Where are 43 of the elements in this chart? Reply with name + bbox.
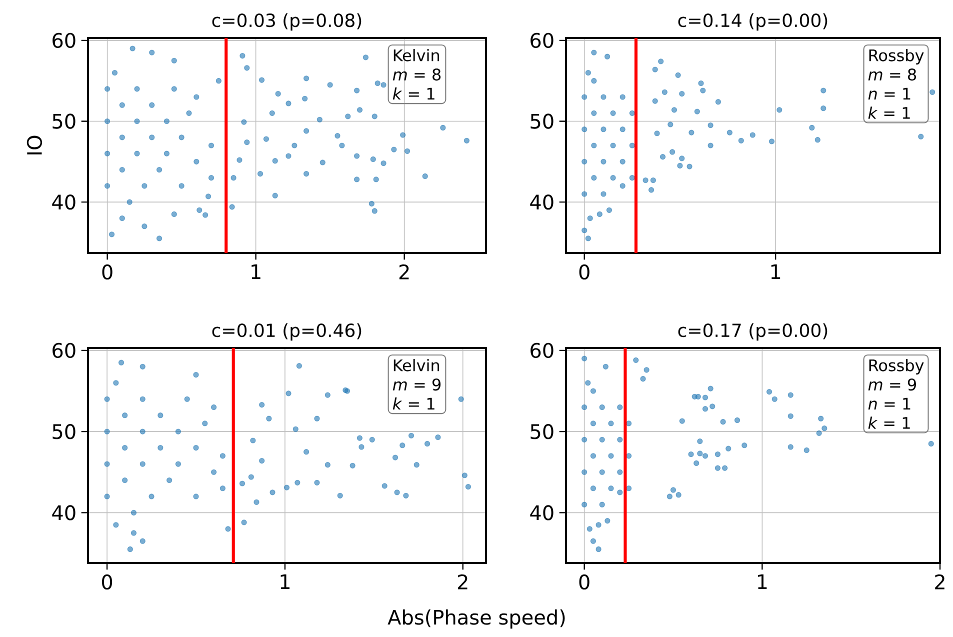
- chart-title: c=0.17 (p=0.00): [678, 323, 828, 341]
- annotation: Kelvin: [394, 48, 440, 62]
- annotation: m = 8: [868, 68, 916, 81]
- chart-title: c=0.01 (p=0.46): [212, 323, 362, 341]
- x-tick-label: 1: [758, 574, 767, 589]
- annotation: m = 8: [392, 68, 441, 81]
- x-tick-label: 0: [579, 264, 590, 280]
- y-tick-label: 50: [530, 114, 554, 129]
- y-axis-title: IO: [26, 136, 42, 154]
- y-tick-label: 60: [530, 32, 554, 48]
- y-tick-label: 40: [530, 505, 554, 520]
- x-tick-label: 1: [771, 264, 780, 279]
- annotation: k = 1: [392, 87, 434, 100]
- annotation: k = 1: [868, 416, 910, 429]
- y-tick-label: 50: [530, 424, 554, 440]
- x-tick-label: 0: [102, 574, 112, 590]
- chart-title: c=0.03 (p=0.08): [212, 13, 362, 31]
- annotation: k = 1: [392, 397, 434, 410]
- annotation: k = 1: [868, 106, 910, 119]
- annotation: n = 1: [868, 88, 910, 100]
- x-tick-label: 2: [399, 264, 409, 280]
- annotation: Kelvin: [394, 358, 440, 372]
- y-tick-label: 40: [52, 505, 76, 520]
- chart-title: c=0.14 (p=0.00): [678, 13, 828, 31]
- x-tick-label: 2: [935, 574, 944, 590]
- y-tick-label: 50: [52, 424, 76, 440]
- annotation: Rossby: [869, 48, 924, 64]
- annotation: n = 1: [868, 398, 910, 410]
- y-tick-label: 60: [530, 342, 554, 358]
- y-tick-label: 40: [530, 194, 554, 210]
- x-tick-label: 0: [579, 574, 590, 590]
- x-tick-label: 1: [252, 264, 260, 279]
- x-tick-label: 1: [280, 574, 290, 589]
- y-tick-label: 40: [52, 194, 76, 210]
- x-tick-label: 2: [458, 574, 468, 590]
- y-tick-label: 60: [52, 342, 76, 358]
- y-tick-label: 50: [52, 114, 76, 129]
- x-axis-title: Abs(Phase speed): [388, 609, 565, 629]
- annotation: Rossby: [869, 358, 924, 374]
- y-tick-label: 60: [52, 32, 76, 48]
- annotation: m = 9: [868, 378, 916, 391]
- x-tick-label: 0: [102, 264, 112, 280]
- annotation: m = 9: [392, 378, 441, 391]
